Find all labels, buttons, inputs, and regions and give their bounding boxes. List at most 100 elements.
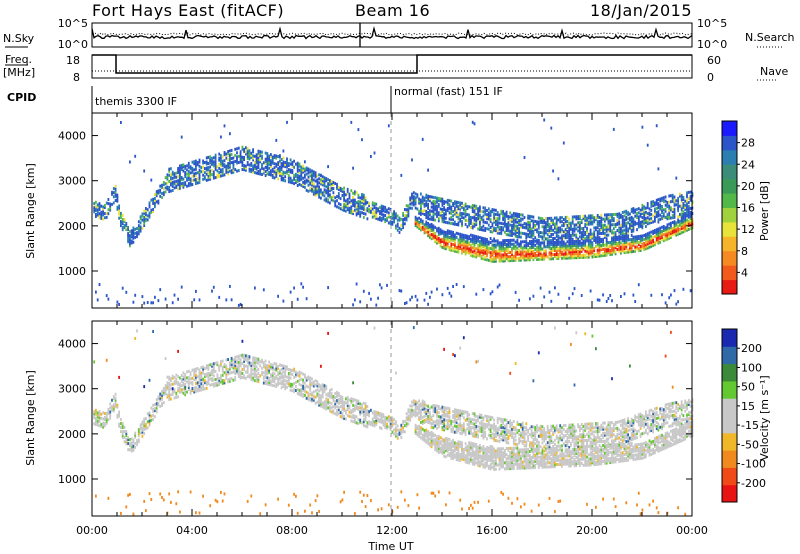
heatmap-cell xyxy=(475,206,478,210)
heatmap-cell xyxy=(168,387,171,391)
heatmap-cell xyxy=(216,383,219,387)
heatmap-cell xyxy=(239,364,242,368)
heatmap-cell xyxy=(511,259,513,263)
heatmap-cell xyxy=(509,259,512,263)
heatmap-cell xyxy=(671,229,674,233)
heatmap-cell xyxy=(496,211,499,215)
heatmap-cell xyxy=(511,253,513,256)
heatmap-cell xyxy=(687,211,690,215)
heatmap-cell xyxy=(130,441,133,445)
heatmap-cell xyxy=(573,233,576,237)
heatmap-cell xyxy=(277,377,279,381)
heatmap-cell xyxy=(291,389,294,393)
heatmap-cell xyxy=(637,217,640,221)
heatmap-cell xyxy=(191,160,194,164)
heatmap-cell xyxy=(209,157,212,161)
heatmap-cell xyxy=(230,358,233,362)
heatmap-cell xyxy=(475,239,478,243)
heatmap-cell xyxy=(361,197,363,201)
heatmap-cell xyxy=(323,178,326,182)
heatmap-cell xyxy=(255,359,258,363)
heatmap-cell xyxy=(686,207,688,211)
heatmap-cell xyxy=(641,220,644,224)
heatmap-cell xyxy=(512,244,515,248)
heatmap-cell xyxy=(596,254,599,258)
heatmap-cell xyxy=(336,195,338,199)
heatmap-cell xyxy=(379,216,381,220)
heatmap-cell xyxy=(462,285,465,289)
heatmap-cell xyxy=(612,250,615,254)
heatmap-cell xyxy=(623,247,626,251)
heatmap-cell xyxy=(239,154,242,158)
heatmap-cell xyxy=(227,358,229,361)
heatmap-cell xyxy=(375,416,378,420)
heatmap-cell xyxy=(214,176,217,180)
heatmap-cell xyxy=(664,234,667,238)
heatmap-cell xyxy=(412,191,415,195)
heatmap-cell xyxy=(245,150,247,154)
heatmap-cell xyxy=(280,176,283,180)
heatmap-cell xyxy=(439,207,442,211)
heatmap-cell xyxy=(196,161,199,165)
heatmap-cell xyxy=(232,162,235,166)
heatmap-cell xyxy=(621,219,624,223)
heatmap-cell xyxy=(487,240,490,244)
heatmap-cell xyxy=(637,243,640,247)
heatmap-cell xyxy=(391,212,394,216)
heatmap-cell xyxy=(527,254,529,258)
heatmap-cell xyxy=(516,238,519,242)
heatmap-cell xyxy=(580,235,583,239)
heatmap-cell xyxy=(686,211,688,215)
heatmap-cell xyxy=(391,430,394,434)
heatmap-cell xyxy=(323,388,326,392)
heatmap-cell xyxy=(496,231,499,235)
heatmap-cell xyxy=(171,180,174,184)
heatmap-cell xyxy=(589,253,592,257)
heatmap-cell xyxy=(318,185,320,189)
heatmap-cell xyxy=(254,165,256,168)
heatmap-cell xyxy=(545,221,547,225)
heatmap-cell xyxy=(612,219,615,223)
heatmap-cell xyxy=(327,178,329,182)
heatmap-cell xyxy=(452,234,454,238)
heatmap-cell xyxy=(573,229,576,233)
heatmap-cell xyxy=(393,216,395,220)
heatmap-cell xyxy=(509,215,512,219)
heatmap-cell xyxy=(441,293,444,297)
heatmap-cell xyxy=(191,382,194,386)
heatmap-cell xyxy=(304,375,306,379)
heatmap-cell xyxy=(366,217,369,221)
heatmap-cell xyxy=(337,400,340,403)
heatmap-cell xyxy=(434,218,437,222)
heatmap-cell xyxy=(339,405,342,409)
heatmap-cell xyxy=(477,253,479,257)
heatmap-cell xyxy=(364,414,367,418)
heatmap-cell xyxy=(629,250,631,254)
heatmap-cell xyxy=(187,377,190,381)
heatmap-cell xyxy=(166,385,169,389)
heatmap-cell xyxy=(539,251,542,255)
heatmap-cell xyxy=(325,407,328,411)
heatmap-cell xyxy=(95,290,97,294)
heatmap-cell xyxy=(487,227,490,231)
heatmap-cell xyxy=(270,379,272,383)
heatmap-cell xyxy=(202,387,204,391)
heatmap-cell xyxy=(687,201,690,205)
heatmap-cell xyxy=(504,259,506,263)
heatmap-cell xyxy=(557,228,560,232)
heatmap-cell xyxy=(441,220,444,224)
heatmap-cell xyxy=(139,225,142,229)
heatmap-cell xyxy=(361,199,363,203)
heatmap-cell xyxy=(662,225,665,228)
heatmap-cell xyxy=(473,254,476,258)
heatmap-cell xyxy=(430,237,433,241)
heatmap-cell xyxy=(686,205,688,209)
heatmap-cell xyxy=(530,231,533,235)
heatmap-cell xyxy=(391,216,394,220)
heatmap-cell xyxy=(257,149,260,153)
heatmap-cell xyxy=(380,218,383,222)
heatmap-cell xyxy=(554,216,556,220)
heatmap-cell xyxy=(330,406,333,410)
heatmap-cell xyxy=(630,238,633,241)
heatmap-cell xyxy=(584,214,587,218)
